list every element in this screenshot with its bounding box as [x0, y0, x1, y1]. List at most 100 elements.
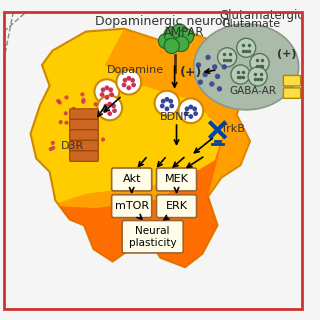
- Circle shape: [108, 87, 113, 92]
- Circle shape: [193, 111, 198, 116]
- Circle shape: [205, 55, 211, 60]
- Circle shape: [179, 29, 194, 44]
- FancyBboxPatch shape: [112, 168, 152, 191]
- Circle shape: [126, 76, 131, 81]
- FancyBboxPatch shape: [70, 109, 98, 119]
- Circle shape: [164, 27, 180, 42]
- Polygon shape: [59, 132, 224, 267]
- Circle shape: [212, 64, 217, 69]
- Circle shape: [174, 36, 189, 52]
- Circle shape: [93, 102, 98, 106]
- Circle shape: [185, 107, 189, 111]
- Text: Neural
plasticity: Neural plasticity: [129, 226, 177, 247]
- FancyBboxPatch shape: [122, 220, 183, 253]
- Circle shape: [64, 121, 68, 125]
- FancyBboxPatch shape: [112, 195, 152, 218]
- Circle shape: [192, 107, 197, 111]
- FancyBboxPatch shape: [70, 151, 98, 161]
- FancyBboxPatch shape: [284, 76, 300, 86]
- Circle shape: [81, 98, 85, 102]
- Circle shape: [158, 34, 174, 49]
- Circle shape: [126, 85, 131, 90]
- Circle shape: [94, 79, 119, 104]
- Circle shape: [116, 70, 141, 94]
- Circle shape: [215, 74, 220, 79]
- Circle shape: [80, 92, 84, 97]
- Circle shape: [169, 104, 174, 108]
- Text: Glutamate: Glutamate: [221, 19, 281, 29]
- Circle shape: [250, 53, 269, 73]
- Polygon shape: [57, 29, 250, 267]
- Text: GABA-AR: GABA-AR: [229, 85, 276, 96]
- Circle shape: [168, 99, 173, 104]
- Circle shape: [164, 97, 169, 102]
- Circle shape: [188, 105, 193, 109]
- Circle shape: [59, 120, 63, 124]
- Circle shape: [164, 107, 169, 111]
- Circle shape: [209, 81, 214, 87]
- Text: BDNF: BDNF: [160, 112, 191, 122]
- Text: MEK: MEK: [164, 174, 188, 184]
- Text: D3R: D3R: [61, 141, 84, 151]
- Circle shape: [188, 114, 193, 119]
- Circle shape: [100, 92, 105, 97]
- Circle shape: [101, 87, 106, 92]
- Circle shape: [51, 141, 55, 145]
- Text: (+): (+): [180, 67, 202, 79]
- Circle shape: [217, 86, 222, 92]
- Circle shape: [58, 100, 62, 105]
- Circle shape: [109, 92, 114, 97]
- Circle shape: [49, 147, 53, 151]
- Circle shape: [68, 146, 72, 150]
- FancyBboxPatch shape: [70, 119, 98, 130]
- Circle shape: [85, 116, 90, 120]
- Circle shape: [81, 100, 85, 104]
- Circle shape: [81, 132, 85, 136]
- Circle shape: [105, 85, 109, 90]
- Circle shape: [111, 104, 116, 108]
- Circle shape: [160, 104, 164, 108]
- Circle shape: [218, 48, 237, 67]
- Circle shape: [131, 83, 136, 87]
- Text: Dopaminergic neuron: Dopaminergic neuron: [95, 15, 231, 28]
- Text: mTOR: mTOR: [115, 201, 149, 211]
- FancyBboxPatch shape: [70, 140, 98, 151]
- Circle shape: [196, 62, 201, 68]
- Polygon shape: [30, 29, 250, 267]
- Circle shape: [107, 102, 112, 107]
- Circle shape: [130, 78, 135, 83]
- Circle shape: [105, 95, 109, 100]
- Circle shape: [88, 125, 92, 129]
- FancyBboxPatch shape: [156, 168, 196, 191]
- Text: AMPAR: AMPAR: [164, 26, 204, 39]
- Circle shape: [155, 91, 180, 116]
- Text: ERK: ERK: [165, 201, 188, 211]
- Text: Akt: Akt: [123, 174, 141, 184]
- Circle shape: [164, 38, 180, 53]
- Circle shape: [51, 146, 55, 150]
- Circle shape: [56, 99, 60, 103]
- Text: (+): (+): [277, 49, 296, 59]
- Circle shape: [172, 24, 187, 39]
- Circle shape: [231, 65, 250, 84]
- Circle shape: [198, 79, 203, 85]
- Circle shape: [73, 136, 77, 140]
- Circle shape: [107, 111, 112, 116]
- Circle shape: [64, 95, 68, 100]
- FancyBboxPatch shape: [70, 130, 98, 140]
- Circle shape: [221, 64, 227, 69]
- Circle shape: [103, 108, 107, 113]
- Circle shape: [161, 99, 165, 104]
- FancyBboxPatch shape: [284, 88, 300, 98]
- Circle shape: [104, 104, 108, 108]
- Circle shape: [179, 98, 203, 123]
- Circle shape: [248, 67, 267, 86]
- Circle shape: [184, 111, 188, 116]
- Ellipse shape: [194, 24, 299, 110]
- Text: TrkB: TrkB: [221, 124, 245, 134]
- Circle shape: [237, 38, 256, 57]
- Circle shape: [122, 83, 126, 87]
- Circle shape: [97, 95, 122, 120]
- Circle shape: [123, 78, 127, 83]
- Circle shape: [64, 111, 68, 116]
